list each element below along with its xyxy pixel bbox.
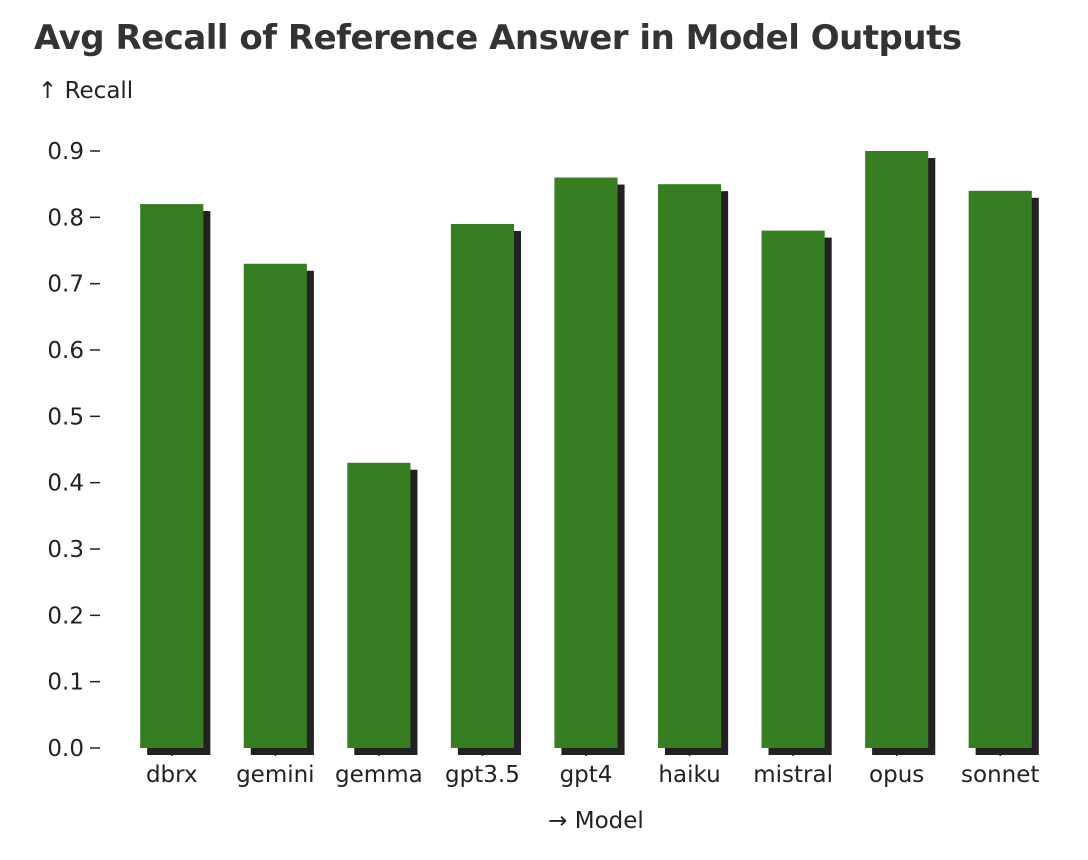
bar	[554, 177, 618, 749]
y-tick-label: 0.4	[47, 471, 84, 497]
y-tick-label: 0.3	[47, 537, 84, 563]
x-tick-label: sonnet	[961, 762, 1039, 788]
bar	[450, 223, 515, 748]
bar	[865, 151, 929, 748]
y-tick-label: 0.2	[47, 603, 84, 629]
x-tick-label: gemini	[236, 762, 315, 788]
y-tick-label: 0.1	[47, 670, 84, 696]
x-axis: dbrx gemini gemma gpt3.5 gpt4 haiku mistral opu…	[146, 748, 1039, 788]
bar	[657, 184, 722, 748]
y-tick-label: 0.7	[47, 272, 84, 298]
x-tick-label: gpt3.5	[445, 762, 520, 788]
bar	[243, 263, 307, 748]
x-tick-label: dbrx	[146, 762, 198, 788]
y-tick-label: 0.9	[47, 139, 84, 165]
y-tick-label: 0.5	[47, 404, 84, 430]
bar	[968, 190, 1032, 749]
bar	[140, 204, 204, 749]
x-tick-label: haiku	[658, 762, 720, 788]
y-tick-label: 0.6	[47, 338, 84, 364]
bar	[347, 462, 411, 748]
x-tick-label: mistral	[753, 762, 833, 788]
x-tick-label: gpt4	[560, 762, 613, 788]
bars	[140, 151, 1039, 756]
x-tick-label: opus	[869, 762, 924, 788]
y-tick-label: 0.8	[47, 205, 84, 231]
bar	[761, 230, 825, 749]
x-axis-label: → Model	[548, 808, 644, 834]
y-tick-label: 0.0	[47, 736, 84, 762]
chart-title: Avg Recall of Reference Answer in Model …	[34, 18, 962, 58]
x-tick-label: gemma	[335, 762, 423, 788]
y-axis-label: ↑ Recall	[38, 78, 133, 104]
y-axis: 0.0 0.1 0.2 0.3 0.4 0.5 0.6 0.7 0.8 0.9	[47, 139, 100, 762]
